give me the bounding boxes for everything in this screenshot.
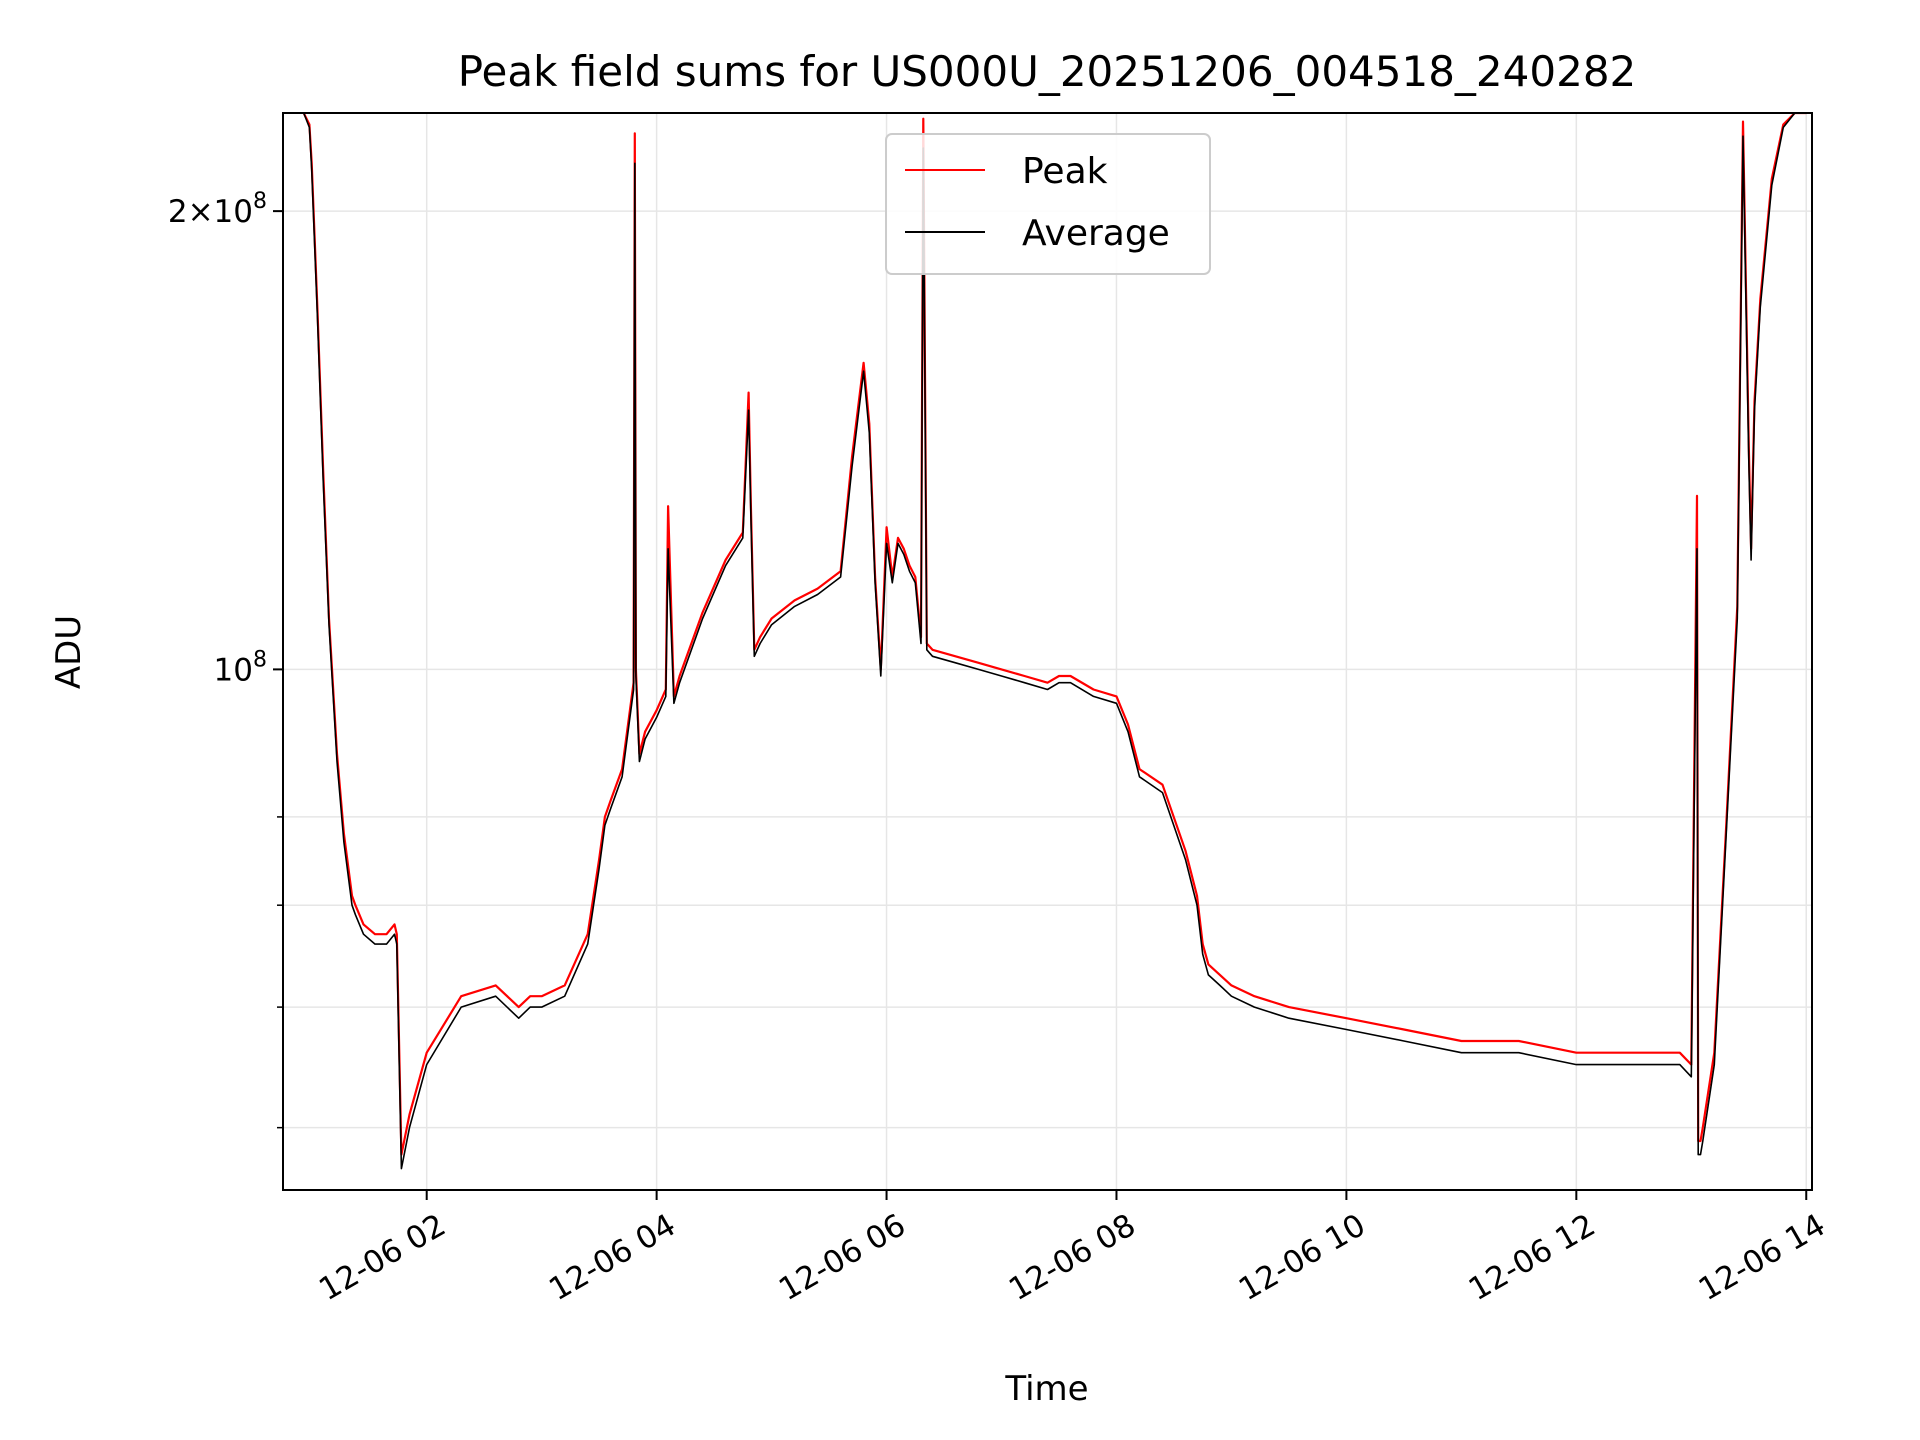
plot-frame — [282, 112, 1813, 1191]
y-tick-label: 108 — [214, 647, 267, 688]
legend-label-peak: Peak — [1022, 151, 1108, 192]
series-lines — [302, 113, 1807, 1170]
grid — [283, 113, 1812, 1190]
series-line-average — [302, 113, 1807, 1170]
legend: Peak Average — [885, 133, 1211, 275]
legend-label-average: Average — [1022, 213, 1170, 254]
y-axis-label: ADU — [49, 615, 89, 689]
x-axis-label: Time — [1004, 1369, 1088, 1409]
y-tick-label: 2×108 — [168, 189, 267, 230]
chart-title: Peak field sums for US000U_20251206_0045… — [458, 47, 1637, 96]
